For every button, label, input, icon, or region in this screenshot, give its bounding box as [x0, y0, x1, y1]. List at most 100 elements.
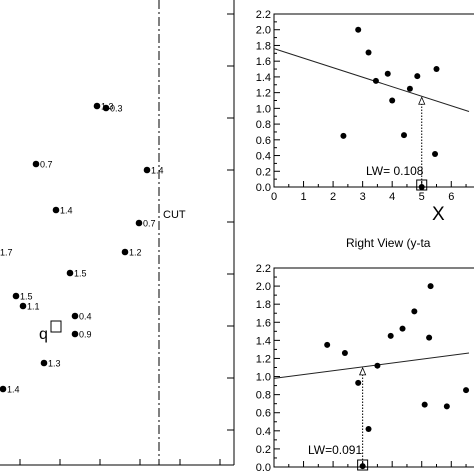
- left-point-label: 1.5: [74, 269, 87, 279]
- bottom-right-panel: Right View (y-ta 0.0 0.2 0.4 0.6 0.8 1.0 1.2 1.…: [256, 236, 474, 474]
- query-box: [357, 459, 369, 471]
- x-tick-label: 4: [389, 191, 395, 203]
- top-right-content: [273, 26, 470, 191]
- data-point: [365, 49, 372, 56]
- left-point-label: 0.7: [143, 219, 156, 229]
- data-point: [359, 463, 366, 470]
- y-tick-label: 0.4: [256, 426, 271, 438]
- x-tick-label: 2: [330, 191, 336, 203]
- y-tick-label: 0.4: [256, 151, 271, 163]
- left-point-label: 0.3: [110, 104, 123, 114]
- left-point: [135, 219, 143, 227]
- y-tick-label: 1.2: [256, 353, 271, 365]
- left-point: [0, 385, 7, 393]
- y-tick-label: 1.6: [256, 56, 271, 68]
- data-point: [399, 325, 406, 332]
- top-right-frame: 0.0 0.2 0.4 0.6 0.8 1.0 1.2 1.4 1.6 1.8 2.0 2.2 0 1 2 3…: [256, 9, 474, 203]
- data-point: [387, 332, 394, 339]
- fit-line: [273, 352, 470, 379]
- y-tick-label: 0.0: [256, 182, 271, 194]
- data-point: [426, 334, 433, 341]
- x-tick-label: 1: [300, 191, 306, 203]
- top-right-lw-annotation: LW= 0.108: [366, 164, 424, 178]
- data-point: [418, 184, 425, 190]
- left-point: [143, 166, 151, 174]
- left-point: [71, 330, 79, 338]
- y-tick-label: 2.0: [256, 281, 271, 293]
- left-point: [102, 104, 110, 112]
- data-point: [463, 387, 470, 394]
- bottom-right-lw-annotation: LW=0.091: [308, 443, 362, 457]
- left-point-label: 1.1: [27, 302, 40, 312]
- top-right-xlabel: X: [432, 204, 445, 225]
- y-tick-label: 1.0: [256, 372, 271, 384]
- y-tick-label: 1.8: [256, 299, 271, 311]
- data-point: [384, 70, 391, 77]
- data-point: [443, 403, 450, 410]
- data-point: [324, 341, 331, 348]
- left-point-label: 1.5: [20, 292, 33, 302]
- left-point-label: 1.4: [7, 385, 20, 395]
- left-point: [12, 292, 20, 300]
- data-point: [341, 350, 348, 357]
- y-tick-label: 0.6: [256, 408, 271, 420]
- data-point: [414, 73, 421, 80]
- data-point: [372, 77, 379, 84]
- y-tick-label: 1.4: [256, 72, 271, 84]
- y-tick-label: 1.4: [256, 335, 271, 347]
- y-tick-label: 0.2: [256, 444, 271, 456]
- left-point-label: 1.4: [60, 206, 73, 216]
- x-tick-label: 6: [448, 191, 454, 203]
- data-point: [432, 150, 439, 157]
- data-point: [421, 401, 428, 408]
- x-tick-label: 3: [360, 191, 366, 203]
- query-box: [50, 320, 62, 333]
- data-point: [406, 85, 413, 92]
- y-tick-label: 2.0: [256, 25, 271, 37]
- left-ticks: [19, 13, 234, 465]
- query-label: q: [39, 326, 48, 343]
- data-point: [389, 97, 396, 104]
- y-tick-label: 0.8: [256, 119, 271, 131]
- left-panel: CUT q 1.30.30.71.41.40.71.21.71.51.51.10…: [0, 0, 235, 466]
- left-point: [32, 160, 40, 168]
- data-point: [374, 362, 381, 369]
- left-point: [71, 312, 79, 320]
- y-tick-label: 1.2: [256, 88, 271, 100]
- left-point-label: 1.4: [151, 166, 164, 176]
- y-tick-label: 1.0: [256, 103, 271, 115]
- plot-frame: [273, 13, 474, 188]
- left-point-label: 0.7: [40, 160, 53, 170]
- bottom-right-content: [273, 283, 470, 471]
- y-tick-label: 0.0: [256, 462, 271, 474]
- left-point-label: 1.2: [129, 248, 142, 258]
- query-arrowhead: [359, 366, 367, 376]
- cut-label: CUT: [163, 209, 186, 221]
- x-tick-label: 0: [271, 191, 277, 203]
- data-point: [355, 26, 362, 33]
- left-point-label: 1.3: [48, 359, 61, 369]
- data-point: [433, 66, 440, 73]
- left-points: 1.30.30.71.41.40.71.21.71.51.51.10.40.91…: [0, 102, 164, 395]
- y-tick-label: 0.2: [256, 166, 271, 178]
- left-point: [40, 359, 48, 367]
- data-point: [411, 308, 418, 315]
- left-point-label: 0.9: [79, 330, 92, 340]
- left-point-label: 0.4: [79, 312, 92, 322]
- left-point: [66, 269, 74, 277]
- left-point: [19, 302, 27, 310]
- y-tick-label: 1.6: [256, 317, 271, 329]
- y-tick-label: 0.8: [256, 390, 271, 402]
- plot-frame: [273, 267, 474, 468]
- bottom-right-title: Right View (y-ta: [346, 236, 431, 250]
- top-right-panel: 0.0 0.2 0.4 0.6 0.8 1.0 1.2 1.4 1.6 1.8 2.0 2.2 0 1 2 3…: [256, 9, 474, 225]
- data-point: [365, 426, 372, 433]
- data-point: [355, 379, 362, 386]
- left-point: [93, 102, 101, 110]
- bottom-right-frame: 0.0 0.2 0.4 0.6 0.8 1.0 1.2 1.4 1.6 1.8 2.0 2.2: [256, 263, 474, 474]
- left-point: [52, 206, 60, 214]
- y-tick-label: 1.8: [256, 40, 271, 52]
- data-point: [427, 283, 434, 290]
- y-tick-label: 2.2: [256, 263, 271, 275]
